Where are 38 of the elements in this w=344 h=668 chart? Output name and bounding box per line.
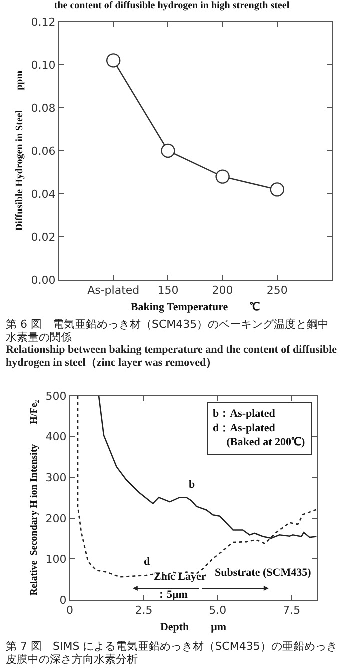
y-tick-label: 0.02 [31, 230, 56, 244]
series-label: d [144, 556, 150, 568]
y-tick-label: 500 [46, 390, 67, 403]
point [106, 54, 121, 68]
x-tick-label: 250 [266, 284, 288, 298]
text: Relationship between baking temperature and the content of diffusible hydrogen in steel（zinc layer was removed） [6, 344, 338, 370]
y-tick-label: 0 [60, 594, 67, 607]
point [161, 144, 176, 158]
text: 第 6 図 電気亜鉛めっき材（SCM435）のベーキング温度と鋼中水素量の関係 [6, 318, 330, 344]
y-tick-label: 0.08 [31, 102, 56, 115]
x-axis-title: Depth μm [160, 621, 227, 634]
text: 第 7 図 SIMS による電気亜鉛めっき材（SCM435）の亜鉛めっき皮膜中の深さ方向水素分析 [6, 640, 338, 666]
chart-title: the content of diffusible hydrogen in high strength steel [54, 0, 290, 12]
y-tick-label: 300 [46, 471, 67, 484]
y-axis-title: Diffusible Hydrogen in Steel ppm [14, 70, 26, 232]
y-tick-label: 0.04 [31, 188, 56, 201]
x-tick-label: 150 [158, 284, 179, 298]
x-axis-title: Baking Temperature ℃ [130, 301, 260, 314]
annotation: b：As-plated d：As-plated (Baked at 200℃) [213, 408, 306, 449]
annotation: Zinc Layer [154, 571, 206, 583]
y-tick-label: 0.12 [31, 16, 56, 29]
x-tick-label: 7.5 [283, 604, 301, 618]
y-tick-label: 100 [46, 553, 67, 566]
y-tick-label: 0.00 [31, 274, 56, 287]
x-tick-label: 5.0 [209, 604, 227, 618]
annotation: ：5μm [156, 589, 188, 601]
point [216, 170, 230, 184]
y-tick-label: 200 [46, 512, 67, 526]
y-axis-title: Relative Secondary H ion Intensity H/Fe₂ [28, 400, 40, 596]
x-tick-label: As-plated [88, 284, 140, 298]
series-label: b [189, 479, 196, 491]
annotation: Substrate (SCM435) [215, 567, 312, 579]
y-tick-label: 400 [46, 430, 67, 444]
x-tick-label: 200 [212, 284, 234, 298]
point [270, 182, 284, 197]
y-tick-label: 0.10 [31, 58, 56, 72]
x-tick-label: 2.5 [135, 604, 153, 618]
y-tick-label: 0.06 [31, 144, 56, 158]
